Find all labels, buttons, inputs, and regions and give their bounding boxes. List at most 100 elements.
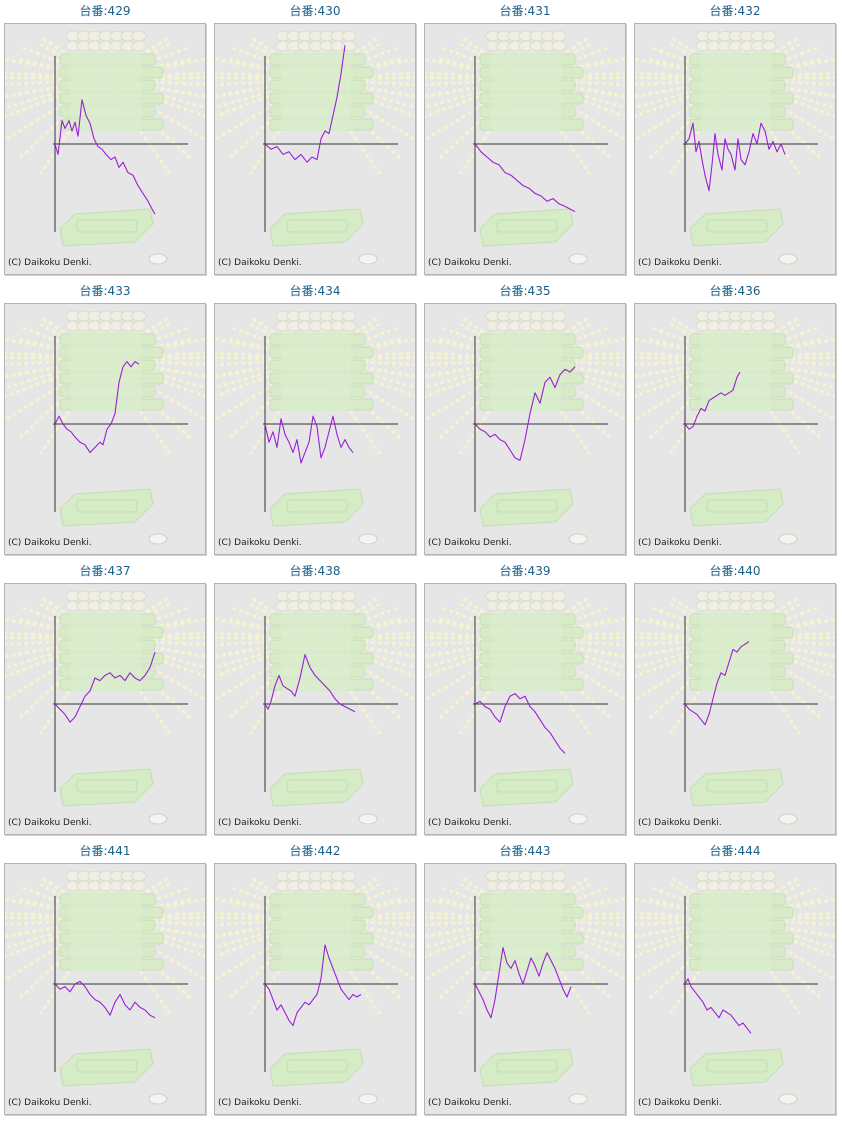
- copyright-text: (C) Daikoku Denki.: [428, 258, 512, 268]
- slump-line: [684, 641, 750, 726]
- slump-graph: [425, 309, 625, 545]
- slump-graph: [5, 29, 205, 265]
- slump-line: [474, 366, 576, 461]
- machine-number-title[interactable]: 台番:443: [499, 844, 551, 858]
- slump-graph: [635, 309, 835, 545]
- slump-graph: [5, 589, 205, 825]
- machine-chart-card[interactable]: 台番:432 (C) Daikoku Denki.: [630, 0, 840, 280]
- slump-graph: [215, 29, 415, 265]
- slump-graph: [215, 589, 415, 825]
- copyright-text: (C) Daikoku Denki.: [218, 1098, 302, 1108]
- machine-chart-card[interactable]: 台番:439 (C) Daikoku Denki.: [420, 560, 630, 840]
- slump-line: [474, 143, 576, 213]
- background-illustration: [215, 29, 415, 265]
- copyright-text: (C) Daikoku Denki.: [638, 538, 722, 548]
- copyright-text: (C) Daikoku Denki.: [428, 538, 512, 548]
- machine-chart-card[interactable]: 台番:436 (C) Daikoku Denki.: [630, 280, 840, 560]
- slump-graph-panel: (C) Daikoku Denki.: [634, 583, 836, 835]
- slump-line: [54, 651, 156, 723]
- slump-line: [684, 122, 786, 192]
- background-illustration: [425, 589, 625, 825]
- machine-chart-card[interactable]: 台番:441 (C) Daikoku Denki.: [0, 840, 210, 1120]
- slump-graph-panel: (C) Daikoku Denki.: [214, 303, 416, 555]
- slump-graph-panel: (C) Daikoku Denki.: [634, 863, 836, 1115]
- background-illustration: [5, 589, 205, 825]
- slump-graph: [5, 309, 205, 545]
- machine-chart-card[interactable]: 台番:430 (C) Daikoku Denki.: [210, 0, 420, 280]
- slump-line: [264, 415, 354, 464]
- slump-line: [54, 980, 156, 1019]
- slump-graph-panel: (C) Daikoku Denki.: [424, 23, 626, 275]
- copyright-text: (C) Daikoku Denki.: [218, 538, 302, 548]
- slump-graph-panel: (C) Daikoku Denki.: [634, 303, 836, 555]
- slump-graph-panel: (C) Daikoku Denki.: [214, 583, 416, 835]
- slump-graph-panel: (C) Daikoku Denki.: [424, 583, 626, 835]
- machine-number-title[interactable]: 台番:437: [79, 564, 131, 578]
- machine-chart-card[interactable]: 台番:434 (C) Daikoku Denki.: [210, 280, 420, 560]
- slump-graph-panel: (C) Daikoku Denki.: [214, 23, 416, 275]
- machine-number-title[interactable]: 台番:430: [289, 4, 341, 18]
- machine-number-title[interactable]: 台番:441: [79, 844, 131, 858]
- copyright-text: (C) Daikoku Denki.: [218, 258, 302, 268]
- machine-chart-card[interactable]: 台番:443 (C) Daikoku Denki.: [420, 840, 630, 1120]
- machine-chart-card[interactable]: 台番:437 (C) Daikoku Denki.: [0, 560, 210, 840]
- slump-graph-panel: (C) Daikoku Denki.: [634, 23, 836, 275]
- slump-graph-panel: (C) Daikoku Denki.: [424, 303, 626, 555]
- copyright-text: (C) Daikoku Denki.: [8, 1098, 92, 1108]
- machine-number-title[interactable]: 台番:440: [709, 564, 761, 578]
- background-illustration: [5, 869, 205, 1105]
- machine-number-title[interactable]: 台番:444: [709, 844, 761, 858]
- machine-chart-card[interactable]: 台番:435 (C) Daikoku Denki.: [420, 280, 630, 560]
- slump-graph: [425, 589, 625, 825]
- copyright-text: (C) Daikoku Denki.: [8, 258, 92, 268]
- copyright-text: (C) Daikoku Denki.: [218, 818, 302, 828]
- machine-chart-card[interactable]: 台番:442 (C) Daikoku Denki.: [210, 840, 420, 1120]
- slump-graph-panel: (C) Daikoku Denki.: [4, 583, 206, 835]
- slump-graph: [5, 869, 205, 1105]
- slump-graph: [635, 589, 835, 825]
- copyright-text: (C) Daikoku Denki.: [8, 538, 92, 548]
- slump-graph: [425, 29, 625, 265]
- machine-chart-card[interactable]: 台番:444 (C) Daikoku Denki.: [630, 840, 840, 1120]
- machine-number-title[interactable]: 台番:432: [709, 4, 761, 18]
- slump-line: [54, 99, 156, 215]
- slump-graph: [635, 29, 835, 265]
- slump-line: [474, 693, 566, 754]
- machine-chart-card[interactable]: 台番:429 (C) Daikoku Denki.: [0, 0, 210, 280]
- slump-line: [684, 978, 752, 1034]
- machine-chart-card[interactable]: 台番:433 (C) Daikoku Denki.: [0, 280, 210, 560]
- background-illustration: [635, 29, 835, 265]
- slump-line: [264, 654, 356, 713]
- copyright-text: (C) Daikoku Denki.: [8, 818, 92, 828]
- machine-number-title[interactable]: 台番:435: [499, 284, 551, 298]
- background-illustration: [635, 309, 835, 545]
- machine-number-title[interactable]: 台番:436: [709, 284, 761, 298]
- slump-graph-panel: (C) Daikoku Denki.: [214, 863, 416, 1115]
- copyright-text: (C) Daikoku Denki.: [638, 818, 722, 828]
- slump-graph: [215, 869, 415, 1105]
- slump-line: [54, 361, 140, 454]
- machine-number-title[interactable]: 台番:434: [289, 284, 341, 298]
- background-illustration: [5, 29, 205, 265]
- machine-number-title[interactable]: 台番:439: [499, 564, 551, 578]
- slump-graph: [215, 309, 415, 545]
- machine-chart-card[interactable]: 台番:431 (C) Daikoku Denki.: [420, 0, 630, 280]
- slump-graph: [635, 869, 835, 1105]
- machine-chart-card[interactable]: 台番:438 (C) Daikoku Denki.: [210, 560, 420, 840]
- slump-graph-panel: (C) Daikoku Denki.: [4, 863, 206, 1115]
- machine-number-title[interactable]: 台番:438: [289, 564, 341, 578]
- copyright-text: (C) Daikoku Denki.: [428, 818, 512, 828]
- machine-number-title[interactable]: 台番:442: [289, 844, 341, 858]
- background-illustration: [635, 589, 835, 825]
- copyright-text: (C) Daikoku Denki.: [638, 1098, 722, 1108]
- machine-number-title[interactable]: 台番:431: [499, 4, 551, 18]
- machine-number-title[interactable]: 台番:429: [79, 4, 131, 18]
- slump-line: [474, 947, 572, 1019]
- background-illustration: [215, 589, 415, 825]
- slump-line: [264, 45, 346, 163]
- machine-chart-card[interactable]: 台番:440 (C) Daikoku Denki.: [630, 560, 840, 840]
- background-illustration: [425, 869, 625, 1105]
- copyright-text: (C) Daikoku Denki.: [638, 258, 722, 268]
- machine-number-title[interactable]: 台番:433: [79, 284, 131, 298]
